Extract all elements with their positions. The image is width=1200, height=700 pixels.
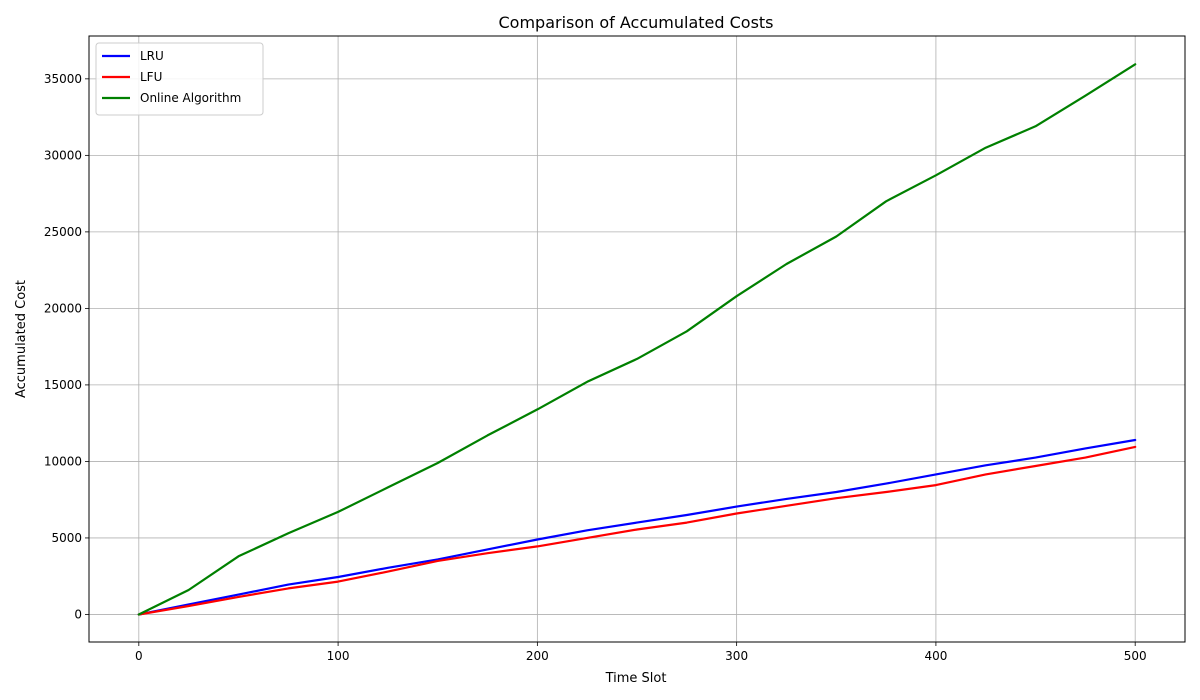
grid-lines xyxy=(89,36,1185,642)
legend-label: Online Algorithm xyxy=(140,91,241,105)
y-tick-label: 30000 xyxy=(44,148,82,162)
y-tick-label: 10000 xyxy=(44,454,82,468)
x-tick-label: 500 xyxy=(1124,649,1147,663)
plot-frame xyxy=(88,35,1186,643)
chart-title: Comparison of Accumulated Costs xyxy=(498,13,773,32)
y-tick-label: 20000 xyxy=(44,301,82,315)
y-tick-label: 0 xyxy=(74,607,82,621)
y-axis-label: Accumulated Cost xyxy=(14,280,29,398)
x-tick-label: 200 xyxy=(526,649,549,663)
legend-label: LRU xyxy=(140,49,164,63)
x-tick-label: 400 xyxy=(924,649,947,663)
y-axis-ticks: 0 5000 10000 15000 20000 25000 30000 35000 xyxy=(44,72,89,621)
x-tick-label: 100 xyxy=(327,649,350,663)
x-tick-label: 300 xyxy=(725,649,748,663)
series-line-online-algorithm xyxy=(137,63,1137,616)
legend-label: LFU xyxy=(140,70,162,84)
y-tick-label: 35000 xyxy=(44,72,82,86)
y-tick-label: 5000 xyxy=(51,531,82,545)
y-tick-label: 15000 xyxy=(44,378,82,392)
x-axis-ticks: 0 100 200 300 400 500 xyxy=(135,642,1147,663)
x-tick-label: 0 xyxy=(135,649,143,663)
series-line-lfu xyxy=(137,445,1137,616)
legend-box xyxy=(95,42,264,116)
series-lines xyxy=(137,63,1137,616)
x-axis-label: Time Slot xyxy=(605,671,667,686)
y-tick-label: 25000 xyxy=(44,225,82,239)
series-line-lru xyxy=(137,438,1137,616)
legend: LRU LFU Online Algorithm xyxy=(95,42,264,116)
